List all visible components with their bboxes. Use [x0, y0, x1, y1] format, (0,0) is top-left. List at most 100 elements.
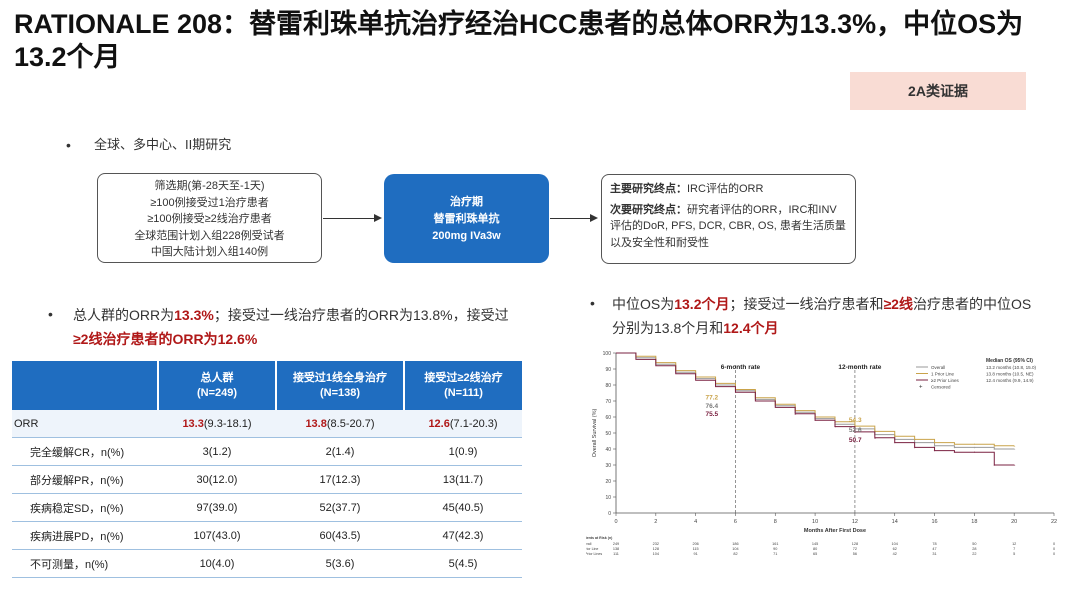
censored-mark: + [854, 429, 857, 434]
table-row: 部分缓解PR，n(%) 30(12.0) 17(12.3) 13(11.7) [12, 465, 522, 494]
risk-count: 161 [772, 542, 778, 546]
risk-count: 72 [853, 547, 857, 551]
risk-count: 47 [932, 547, 936, 551]
survival-curve [616, 352, 1015, 466]
orr-highlight: ≥2线治疗患者的ORR为12.6% [73, 331, 258, 347]
censored-mark: + [914, 437, 917, 442]
row-label: 完全缓解CR，n(%) [12, 437, 158, 466]
treatment-line: 200mg IVa3w [432, 230, 501, 242]
risk-count: 128 [653, 547, 659, 551]
risk-table-title: Patients at Risk (n) [586, 536, 613, 540]
bullet-dot: • [590, 295, 595, 311]
censored-mark: + [914, 445, 917, 450]
table-row: 疾病稳定SD，n(%) 97(39.0) 52(37.7) 45(40.5) [12, 493, 522, 522]
y-tick-label: 40 [605, 447, 611, 453]
screening-line: 全球范围计划入组228例受试者 [134, 229, 285, 242]
x-tick-label: 2 [654, 519, 657, 525]
censored-mark: + [953, 442, 956, 447]
risk-count: 56 [853, 552, 857, 556]
table-cell: 47(42.3) [404, 521, 522, 550]
x-tick-label: 18 [971, 519, 977, 525]
legend-label: 1 Prior Line [931, 371, 955, 376]
risk-count: 5 [1013, 552, 1015, 556]
table-cell: 13.8(8.5-20.7) [276, 410, 404, 438]
legend-swatch: + [919, 385, 923, 391]
risk-count: 0 [1053, 547, 1055, 551]
y-tick-label: 0 [608, 511, 611, 517]
censored-mark: + [894, 434, 897, 439]
risk-count: 249 [613, 542, 619, 546]
study-design-bullet: • 全球、多中心、II期研究 [66, 134, 231, 156]
primary-endpoint-label: 主要研究终点： [610, 183, 687, 195]
censored-mark: + [934, 440, 937, 445]
row-label: 疾病进展PD，n(%) [12, 521, 158, 550]
risk-count: 104 [653, 552, 659, 556]
censored-mark: + [973, 450, 976, 455]
risk-count: 0 [1053, 552, 1055, 556]
risk-count: 28 [972, 547, 976, 551]
screening-box: 筛选期(第-28天至-1天) ≥100例接受过1治疗患者 ≥100例接受≥2线治… [97, 173, 322, 263]
legend-label: Overall [931, 365, 945, 370]
risk-row-label: ≥2 Prior Lines [586, 552, 602, 556]
median-os-value: 13.8 months (10.5, NE) [986, 372, 1034, 377]
screening-line: ≥100例接受≥2线治疗患者 [147, 213, 272, 225]
screening-line: 筛选期(第-28天至-1天) [154, 180, 265, 192]
risk-count: 12 [1012, 542, 1016, 546]
secondary-endpoint-label: 次要研究终点： [610, 203, 687, 216]
censored-mark: + [1013, 447, 1016, 452]
table-header-blank [12, 361, 158, 410]
censored-mark: + [814, 416, 817, 421]
censored-mark: + [993, 447, 996, 452]
x-axis-label: Months After First Dose [804, 528, 866, 534]
table-cell: 17(12.3) [276, 465, 404, 494]
os-highlight: ≥2线 [883, 296, 913, 312]
treatment-line: 治疗期 [450, 196, 483, 208]
row-label: 疾病稳定SD，n(%) [12, 493, 158, 522]
orr-highlight: 13.3% [174, 307, 214, 323]
median-os-value: 12.4 months (9.9, 14.9) [986, 378, 1034, 383]
six-month-rate-label: 6-month rate [721, 364, 761, 371]
secondary-endpoint-text: 研究者评估的ORR，IRC和INV评估的DoR, PFS, DCR, CBR, … [610, 203, 846, 249]
censored-mark: + [973, 442, 976, 447]
table-cell: 12.6(7.1-20.3) [404, 410, 522, 438]
table-cell: 30(12.0) [158, 465, 276, 494]
row-label: ORR [12, 410, 158, 438]
table-header-1line: 接受过1线全身治疗 (N=138) [275, 361, 404, 410]
risk-count: 65 [813, 552, 817, 556]
y-tick-label: 30 [605, 463, 611, 469]
table-row-orr: ORR 13.3(9.3-18.1) 13.8(8.5-20.7) 12.6(7… [12, 410, 522, 438]
primary-endpoint: 主要研究终点：IRC评估的ORR [610, 181, 847, 198]
x-tick-label: 4 [694, 519, 697, 525]
table-cell: 13.3(9.3-18.1) [158, 410, 276, 438]
censored-mark: + [973, 445, 976, 450]
screening-line: 中国大陆计划入组140例 [150, 246, 269, 258]
treatment-line: 替雷利珠单抗 [433, 213, 500, 225]
y-tick-label: 50 [605, 431, 611, 437]
y-tick-label: 10 [605, 495, 611, 501]
x-tick-label: 16 [931, 519, 937, 525]
censored-mark: + [953, 450, 956, 455]
y-axis-label: Overall Survival (%) [592, 409, 598, 458]
table-row: 完全缓解CR，n(%) 3(1.2) 2(1.4) 1(0.9) [12, 437, 522, 466]
censored-mark: + [894, 440, 897, 445]
os-text: 治疗患者的中位OS分别为13.8个月和 [612, 296, 1032, 336]
screening-line: ≥100例接受过1治疗患者 [150, 196, 269, 209]
censored-mark: + [1013, 443, 1016, 448]
x-tick-label: 20 [1011, 519, 1017, 525]
risk-count: 7 [1013, 547, 1015, 551]
x-tick-label: 0 [614, 519, 617, 525]
y-tick-label: 20 [605, 479, 611, 485]
orr-table: 总人群 (N=249) 接受过1线全身治疗 (N=138) 接受过≥2线治疗 (N=1… [12, 361, 522, 578]
y-tick-label: 60 [605, 415, 611, 421]
risk-count: 115 [693, 547, 699, 551]
risk-row-label: 1 Prior Line [586, 547, 598, 551]
risk-count: 82 [733, 552, 737, 556]
page-title: RATIONALE 208：替雷利珠单抗治疗经治HCC患者的总体ORR为13.3… [14, 9, 1024, 72]
os-text: 中位OS为 [612, 296, 675, 312]
censored-mark: + [993, 443, 996, 448]
twelve-month-rate-value: 52.6 [849, 427, 862, 434]
os-text: ；接受过一线治疗患者和 [729, 296, 884, 312]
os-highlight: 13.2个月 [674, 296, 730, 312]
table-cell: 97(39.0) [158, 493, 276, 522]
study-design-text: 全球、多中心、II期研究 [94, 137, 232, 152]
